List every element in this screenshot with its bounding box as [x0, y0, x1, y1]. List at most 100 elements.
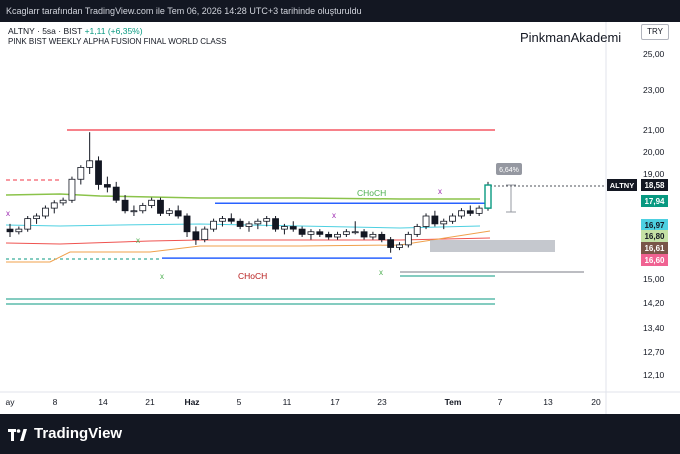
ma-line-orange: [6, 230, 491, 263]
candle-body: [404, 233, 412, 246]
candle-body: [227, 218, 235, 222]
x-tick-label: Tem: [445, 397, 462, 407]
order-block: [430, 240, 555, 252]
price-label-value: 17,94: [644, 197, 665, 206]
y-tick-label: 20,00: [643, 147, 665, 157]
candle-body: [165, 210, 173, 214]
brand-bar: TradingView: [0, 414, 680, 454]
y-tick-label: 13,40: [643, 323, 665, 333]
x-marker: x: [379, 268, 383, 277]
price-chart[interactable]: 25,00 23,00 21,00 20,00 19,00 15,00 14,20 13,40…: [0, 22, 680, 414]
candle-body: [351, 231, 359, 234]
candle-body: [289, 226, 297, 230]
y-tick-label: 19,00: [643, 169, 665, 179]
candle-body: [68, 178, 76, 201]
candle-body: [210, 220, 217, 230]
y-tick-label: 14,20: [643, 298, 665, 308]
price-label-bg: [641, 242, 668, 254]
y-tick-label: 21,00: [643, 125, 665, 135]
price-label-value: 18,58: [644, 181, 665, 190]
candle-body: [6, 228, 14, 233]
candle-body: [325, 233, 333, 238]
candle-body: [316, 231, 324, 235]
candle-body: [112, 186, 120, 201]
candle-body: [466, 210, 474, 214]
price-label-value: 16,60: [644, 256, 665, 265]
price-label-bg: [641, 254, 668, 266]
candle-body: [139, 205, 147, 212]
candle-body: [15, 228, 23, 233]
last-candle: [484, 184, 492, 209]
currency-badge[interactable]: TRY: [641, 24, 669, 40]
x-tick-label: 14: [98, 397, 108, 407]
x-tick-label: 17: [330, 397, 340, 407]
x-tick-label: 8: [53, 397, 58, 407]
x-tick-label: 7: [498, 397, 503, 407]
price-label-value: 16,97: [644, 221, 665, 230]
x-tick-label: 13: [543, 397, 553, 407]
candle-body: [396, 244, 403, 248]
candle-body: [458, 210, 465, 217]
choch-label-upper: CHoCH: [357, 188, 386, 198]
candle-body: [95, 160, 102, 185]
y-tick-label: 12,70: [643, 347, 665, 357]
ma-line-green: [5, 193, 480, 200]
indicator-title: PINK BIST WEEKLY ALPHA FUSION FINAL WORL…: [8, 37, 227, 46]
y-tick-label: 23,00: [643, 85, 665, 95]
y-tick-label: 15,00: [643, 274, 665, 284]
candle-body: [422, 215, 430, 227]
candle-body: [148, 199, 156, 206]
x-tick-label: 5: [237, 397, 242, 407]
candle-body: [174, 210, 182, 217]
price-label-value: 16,61: [644, 244, 665, 253]
x-tick-label: 23: [377, 397, 387, 407]
measure-label: 6,64%: [499, 167, 519, 174]
candle-body: [272, 218, 279, 230]
price-change: +1,11 (+6,35%): [84, 26, 143, 36]
price-label-bg: [641, 195, 668, 207]
interval: 5sa: [42, 26, 56, 36]
candle-body: [440, 220, 448, 225]
candle-body: [342, 231, 350, 235]
tradingview-logo: TradingView: [8, 425, 122, 442]
candle-body: [475, 207, 483, 214]
candle-body: [378, 233, 386, 241]
ma-line-red: [5, 237, 491, 245]
candle-body: [431, 215, 439, 225]
candle-body: [236, 220, 244, 227]
candle-body: [334, 233, 341, 238]
x-tick-label: 20: [591, 397, 601, 407]
choch-label-lower: CHoCH: [238, 271, 267, 281]
candle-body: [219, 218, 226, 222]
x-tick-label: 21: [145, 397, 155, 407]
candle-body: [413, 226, 421, 235]
candle-body: [121, 199, 129, 212]
candle-body: [157, 199, 164, 214]
caption-text: Kcaglarr tarafından TradingView.com ile …: [6, 6, 362, 16]
y-tick-label: 25,00: [643, 49, 665, 59]
candle-body: [307, 231, 315, 235]
candle-body: [254, 220, 262, 225]
x-tick-label: 11: [283, 397, 292, 407]
candle-body: [281, 226, 288, 230]
price-label-value: 16,80: [644, 232, 665, 241]
price-label-symbol-bg: [607, 179, 637, 191]
candle-body: [369, 233, 377, 238]
candle-body: [449, 215, 456, 222]
watermark: PinkmanAkademi: [520, 30, 622, 45]
candle-body: [103, 184, 111, 188]
candle-body: [24, 218, 32, 230]
candle-body: [50, 202, 58, 209]
measure-badge: [496, 163, 522, 175]
candle-body: [245, 223, 253, 227]
candle-body: [183, 215, 191, 233]
x-marker: x: [6, 209, 10, 218]
x-tick-label: ay: [6, 397, 16, 407]
candle-body: [201, 228, 209, 241]
symbol-name: ALTNY: [8, 26, 35, 36]
x-marker: x: [136, 236, 140, 245]
price-label-symbol: ALTNY: [610, 181, 634, 190]
tradingview-logo-icon: [8, 428, 28, 441]
candle-body: [59, 199, 67, 204]
caption-bar: Kcaglarr tarafından TradingView.com ile …: [0, 0, 680, 22]
